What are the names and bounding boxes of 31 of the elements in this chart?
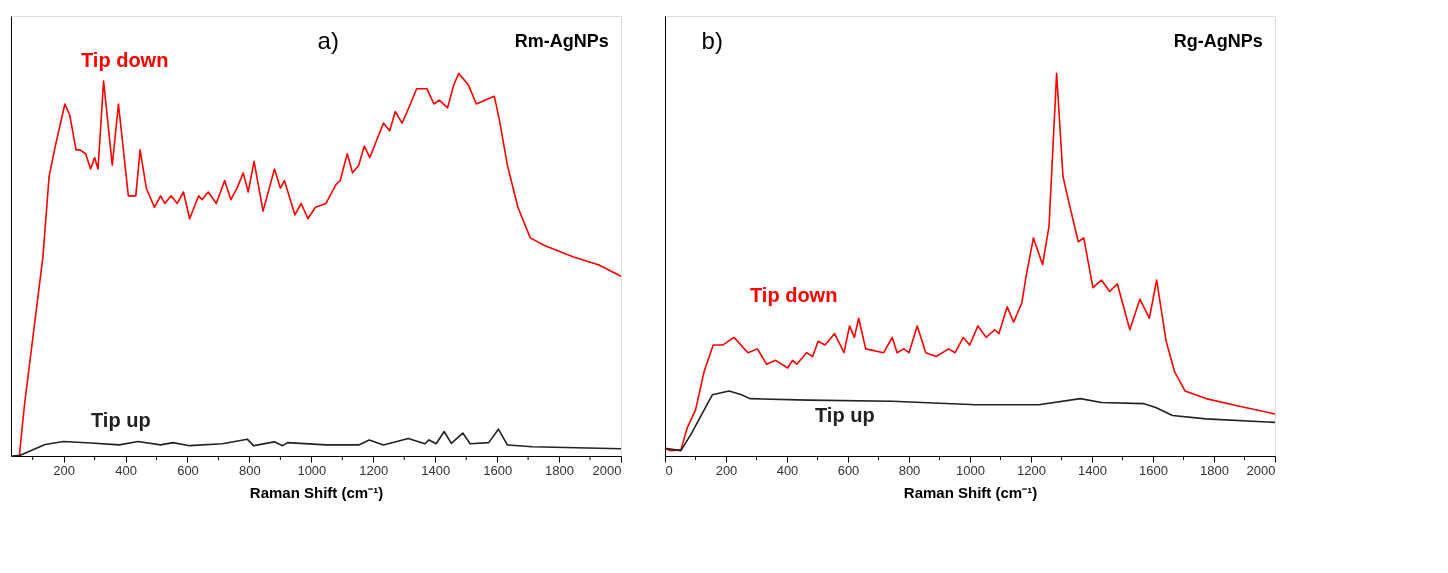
x-tick-label: 1200 [1017,462,1046,478]
x-tick-label: 1600 [483,462,513,478]
x-tick-label: 600 [837,462,860,478]
x-tick-label: 200 [53,462,75,478]
x-tick-label: 2000 [592,462,622,478]
x-tick-label: 1400 [1078,462,1107,478]
x-axis-title: Raman Shift (cm⁻¹) [249,483,384,501]
x-tick-label: 1000 [956,462,985,478]
x-tick-label: 0 [665,462,673,478]
series-label: Tip down [750,284,838,306]
x-tick-label: 800 [239,462,261,478]
text: a) [317,27,339,55]
x-tick-label: 600 [177,462,199,478]
x-tick-label: 800 [898,462,921,478]
text: b) [701,27,723,55]
x-tick-label: 2000 [1246,462,1276,478]
x-tick-label: 1800 [1200,462,1229,478]
series-label: Tip up [91,409,151,431]
x-tick-label: 400 [776,462,799,478]
x-tick-label: 1800 [545,462,575,478]
x-tick-label: 200 [715,462,738,478]
x-axis-title: Raman Shift (cm⁻¹) [903,483,1038,501]
series-label: Tip down [81,49,169,71]
x-tick-label: 1000 [297,462,327,478]
series-label: Tip up [815,404,875,426]
x-tick-label: 1200 [359,462,389,478]
x-tick-label: 400 [115,462,137,478]
text: Rm-AgNPs [514,31,609,52]
text: Rg-AgNPs [1173,31,1263,52]
x-tick-label: 1400 [421,462,451,478]
x-tick-label: 1600 [1139,462,1168,478]
